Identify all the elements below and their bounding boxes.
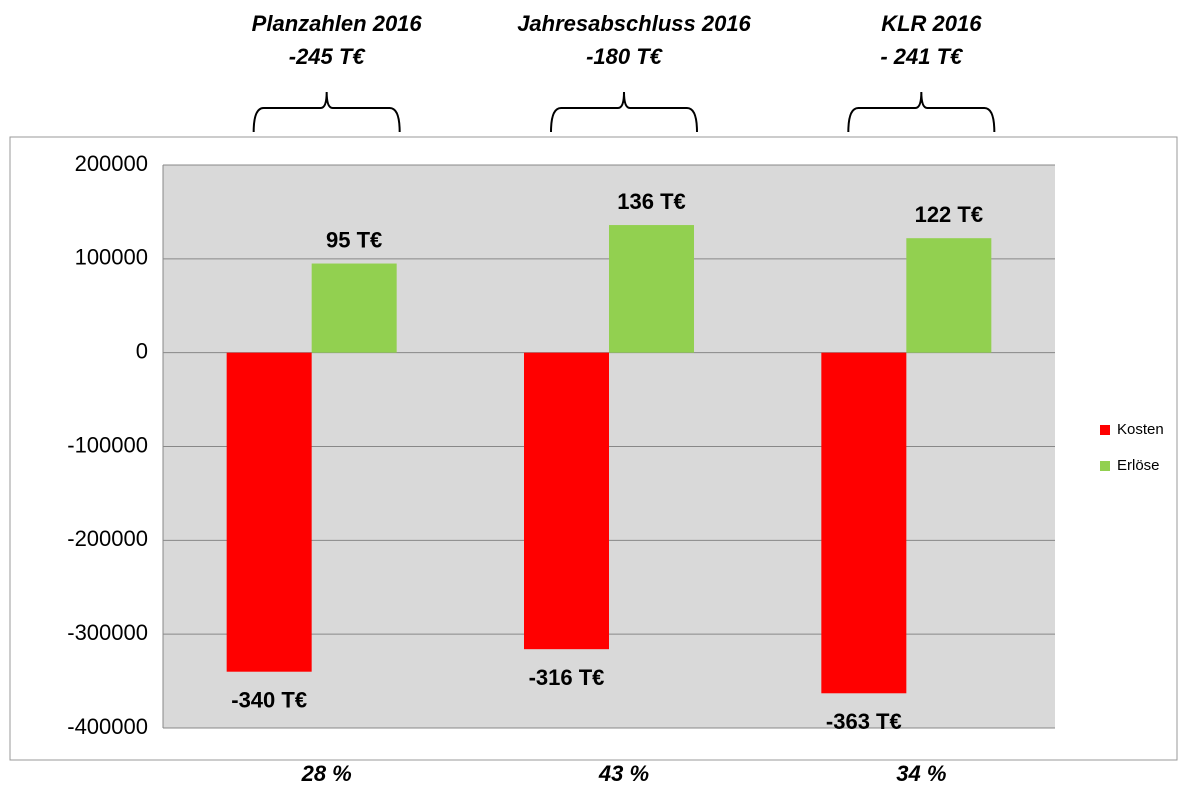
bar	[524, 352, 609, 650]
y-tick-label: -400000	[67, 714, 148, 739]
data-label: -316 T€	[529, 665, 605, 690]
brace	[847, 91, 996, 133]
group-share: 43 %	[598, 761, 649, 786]
bar	[821, 352, 907, 694]
y-tick-label: -300000	[67, 620, 148, 645]
group-title: KLR 2016	[881, 11, 982, 36]
legend-swatch	[1100, 461, 1110, 471]
data-label: -340 T€	[231, 688, 307, 713]
group-total: -180 T€	[586, 44, 664, 69]
bar	[609, 225, 694, 353]
group-share: 28 %	[301, 761, 352, 786]
y-tick-label: -100000	[67, 432, 148, 457]
legend-label: Erlöse	[1117, 457, 1160, 474]
data-label: 136 T€	[617, 189, 686, 214]
group-total: - 241 T€	[880, 44, 964, 69]
data-label: -363 T€	[826, 709, 902, 734]
y-tick-label: 200000	[75, 151, 148, 176]
bar	[226, 352, 312, 672]
group-title: Jahresabschluss 2016	[517, 11, 751, 36]
y-tick-label: 100000	[75, 245, 148, 270]
bar	[311, 263, 397, 353]
group-total: -245 T€	[289, 44, 367, 69]
legend-swatch	[1100, 425, 1110, 435]
group-title: Planzahlen 2016	[252, 11, 423, 36]
legend-label: Kosten	[1117, 421, 1164, 438]
y-tick-label: 0	[136, 338, 148, 363]
brace	[550, 91, 698, 133]
group-share: 34 %	[896, 761, 946, 786]
brace	[252, 91, 401, 133]
data-label: 122 T€	[915, 202, 984, 227]
bar	[906, 238, 992, 353]
y-tick-label: -200000	[67, 526, 148, 551]
data-label: 95 T€	[326, 227, 382, 252]
